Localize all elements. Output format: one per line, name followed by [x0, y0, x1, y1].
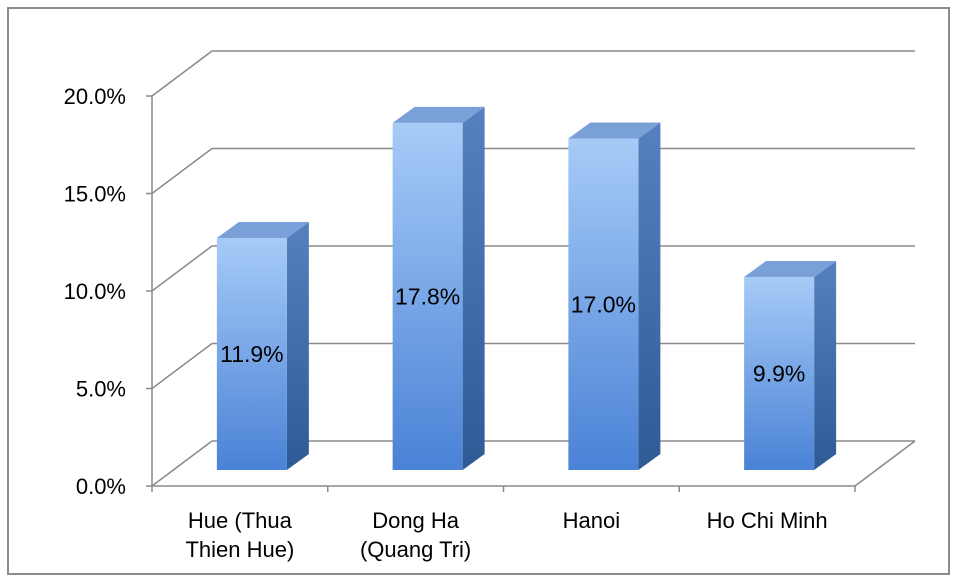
floor-edge: [854, 440, 916, 487]
bar-top: [216, 221, 309, 238]
bar: [568, 138, 639, 470]
gridline-depth: [151, 50, 213, 97]
x-tick-label-line: (Quang Tri): [360, 537, 471, 562]
x-tick-label-line: Hanoi: [563, 508, 620, 533]
gridline-depth: [151, 342, 213, 390]
bar-side: [286, 221, 309, 470]
bar-top: [744, 260, 837, 277]
gridline-depth: [151, 245, 213, 292]
y-tick-label: 5.0%: [76, 377, 126, 402]
bar: [216, 237, 287, 470]
x-tick-label: Hue (Thua Thien Hue): [185, 508, 294, 562]
bar: [744, 276, 815, 470]
x-tick-label-line: Hue (Thua: [188, 508, 293, 533]
x-tick-label: Ho Chi Minh: [707, 508, 828, 533]
y-tick-label: 10.0%: [64, 279, 126, 304]
x-tick-label-line: Dong Ha: [372, 508, 460, 533]
gridline-depth: [151, 147, 213, 195]
bar: [392, 122, 463, 471]
data-label: 17.0%: [571, 291, 636, 317]
bar-side: [638, 122, 661, 470]
data-label: 17.8%: [395, 283, 460, 309]
y-tick-label: 0.0%: [76, 474, 126, 499]
x-tick-label: Dong Ha (Quang Tri): [360, 508, 471, 562]
x-tick-label-line: Ho Chi Minh: [707, 508, 828, 533]
bar-top: [568, 122, 661, 139]
bar-side: [462, 106, 485, 471]
data-label: 9.9%: [753, 360, 805, 386]
x-tick-label: Hanoi: [563, 508, 620, 533]
y-tick-label: 15.0%: [64, 182, 126, 207]
x-tick-label-line: Thien Hue): [185, 537, 294, 562]
y-tick-label: 20.0%: [64, 84, 126, 109]
bar-top: [392, 106, 485, 123]
bar-side: [814, 260, 837, 470]
gridline-depth: [151, 440, 213, 487]
data-label: 11.9%: [220, 341, 284, 367]
